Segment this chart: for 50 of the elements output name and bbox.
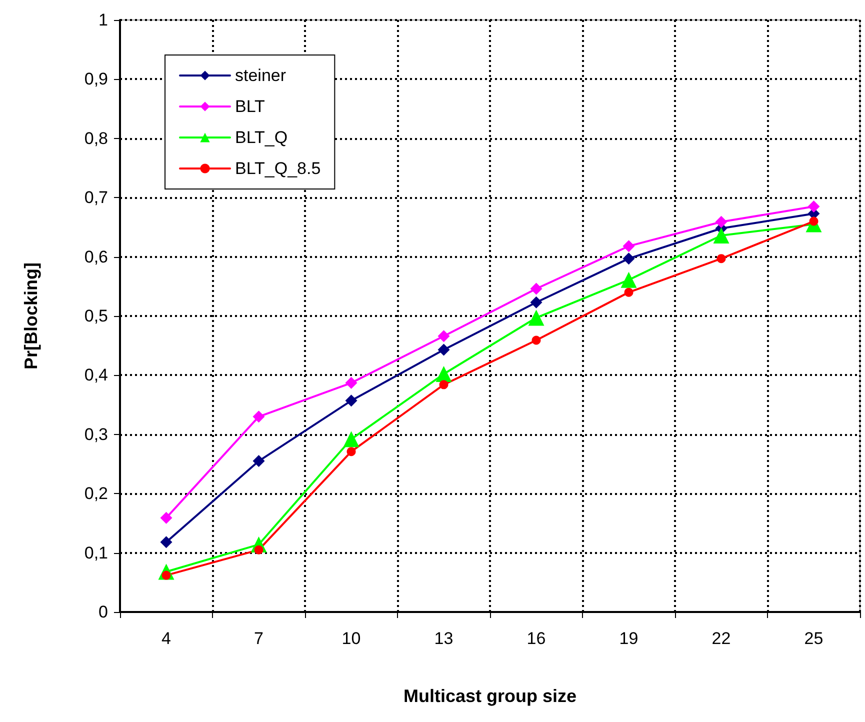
point — [436, 366, 452, 382]
y-tick-label: 0,1 — [84, 543, 108, 562]
point — [715, 216, 728, 228]
point — [343, 431, 360, 448]
x-axis-title: Multicast group size — [403, 686, 577, 706]
point — [252, 455, 265, 468]
legend-label: BLT_Q_8.5 — [235, 159, 321, 178]
y-tick-label: 0,4 — [84, 366, 108, 385]
x-tick-label: 13 — [434, 629, 454, 648]
y-tick-label: 0,8 — [84, 128, 108, 148]
y-tick-label: 0 — [98, 602, 108, 622]
x-tick-label: 10 — [342, 629, 361, 648]
y-tick-label: 0,6 — [84, 247, 108, 266]
point — [160, 536, 172, 548]
point — [345, 394, 358, 407]
x-tick-label: 19 — [619, 629, 638, 648]
x-tick-label: 22 — [712, 629, 731, 648]
y-tick-label: 0,7 — [84, 188, 108, 208]
point — [439, 380, 448, 390]
x-tick-label: 7 — [254, 629, 264, 648]
y-tick-label: 1 — [98, 10, 108, 30]
point — [438, 330, 450, 342]
x-tick-label: 16 — [526, 629, 546, 648]
y-tick-label: 0,9 — [84, 70, 108, 89]
point — [624, 288, 634, 297]
y-tick-label: 0,3 — [84, 424, 108, 444]
x-tick-label: 4 — [162, 629, 171, 648]
point — [346, 447, 356, 456]
point — [713, 227, 730, 244]
y-tick-label: 0,5 — [84, 306, 108, 326]
legend-label: BLT_Q — [235, 128, 288, 147]
point — [252, 410, 265, 423]
point — [530, 282, 542, 295]
point — [160, 512, 172, 524]
point — [716, 254, 726, 264]
point — [528, 310, 544, 326]
point — [808, 200, 820, 212]
point — [532, 336, 541, 345]
x-tick-label: 25 — [804, 629, 824, 648]
y-axis-title: Pr[Blocking] — [21, 262, 41, 370]
point — [438, 344, 450, 356]
legend-label: steiner — [235, 66, 286, 85]
point — [622, 252, 635, 265]
legend-label: BLT — [235, 97, 265, 116]
point — [530, 296, 542, 308]
y-tick-label: 0,2 — [84, 484, 108, 504]
point — [620, 272, 637, 288]
point — [345, 376, 358, 389]
point — [622, 240, 635, 252]
point — [254, 545, 264, 554]
